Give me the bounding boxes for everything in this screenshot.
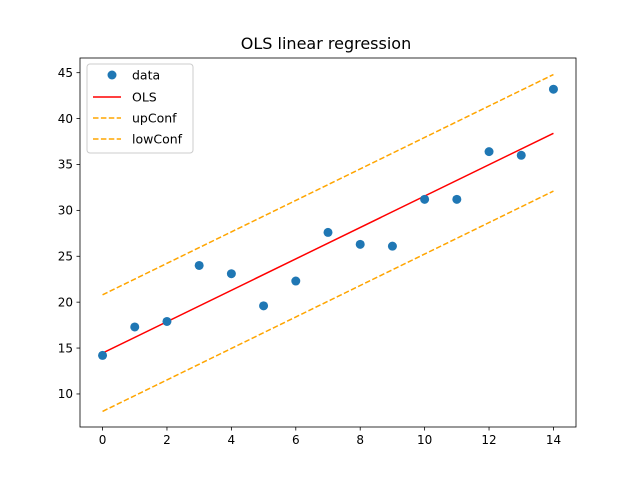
data-point [548,84,558,94]
y-tick-label: 10 [58,387,73,401]
y-tick-label: 15 [58,341,73,355]
data-point [130,322,140,332]
series-line-upconf [102,73,554,296]
y-tick-label: 30 [58,204,73,218]
legend-label-ols: OLS [132,90,157,105]
x-tick-label: 12 [481,433,496,447]
data-point [420,194,430,204]
y-tick-label: 20 [58,295,73,309]
data-point [162,316,172,326]
data-point [387,241,397,251]
axes: 0 2 4 6 8 10 12 14 10 15 20 25 30 35 40 45 [58,57,577,447]
x-tick-label: 10 [417,433,432,447]
data-point [98,350,108,360]
x-tick-label: 4 [228,433,236,447]
x-tick-label: 6 [292,433,300,447]
data-point [355,239,365,249]
axes-frame [79,57,577,428]
data-point [516,150,526,160]
y-tick-label: 25 [58,249,73,263]
y-tick-label: 40 [58,112,73,126]
data-point [323,227,333,237]
y-tick-label: 45 [58,66,73,80]
x-tick-label: 0 [99,433,107,447]
legend-label-lowconf: lowConf [132,132,183,147]
data-point [484,147,494,157]
legend-data-marker [107,70,117,80]
data-point [291,276,301,286]
x-tick-label: 14 [546,433,561,447]
data-point [226,269,236,279]
x-tick-label: 8 [356,433,364,447]
legend-box [86,63,194,154]
series-line-ols [102,132,554,354]
series-line-lowconf [102,190,554,413]
x-tick-label: 2 [163,433,171,447]
plot-area [98,73,558,413]
data-point [452,194,462,204]
chart-title: OLS linear regression [241,34,411,53]
legend-label-data: data [132,68,160,83]
data-point [194,260,204,270]
legend-label-upconf: upConf [132,111,177,126]
y-tick-label: 35 [58,158,73,172]
legend: data OLS upConf lowConf [86,63,194,154]
data-point [259,301,269,311]
